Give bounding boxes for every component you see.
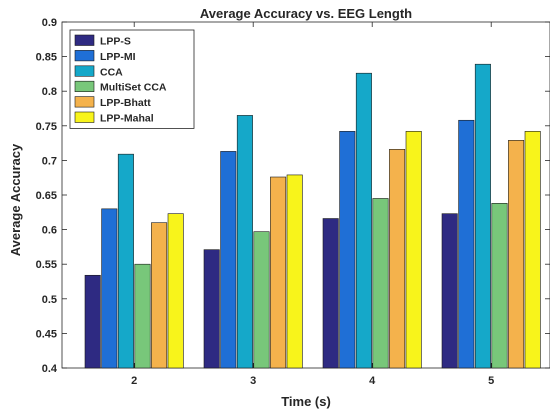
x-tick-label: 2 [131,375,137,387]
bar-multiset-cca-3 [253,231,270,369]
y-tick-label: 0.8 [42,86,57,98]
bar-cca-2 [117,153,134,369]
bar-multiset-cca-5 [491,203,508,369]
bar-lpp-s-3 [203,249,220,369]
bar-lpp-mi-2 [101,208,118,369]
y-tick-label: 0.45 [36,328,57,340]
legend-label: LPP-Mahal [100,113,154,125]
legend-swatch [74,80,95,92]
bar-lpp-bhatt-2 [151,222,168,369]
bar-lpp-mi-3 [220,151,237,369]
y-tick-label: 0.7 [42,155,57,167]
bar-lpp-bhatt-4 [389,149,406,369]
plot-area: 0.4 0.45 0.5 0.55 0.6 0.65 0.7 0.75 0.8 0.85 0.9 2 3… [36,17,550,387]
bar-lpp-mi-4 [339,131,356,369]
x-tick-label: 4 [369,375,376,387]
y-tick-label: 0.6 [42,225,57,237]
bar-lpp-mahal-2 [167,213,184,369]
bar-lpp-bhatt-3 [270,176,287,369]
legend-swatch [74,50,95,62]
y-tick-label: 0.5 [42,294,57,306]
x-tick-label: 3 [250,375,256,387]
bar-lpp-s-5 [441,213,458,369]
y-axis-label: Average Accuracy [8,143,23,256]
x-axis-label: Time (s) [281,394,331,409]
y-tick-label: 0.9 [42,17,57,29]
legend-swatch [74,96,95,108]
bar-lpp-s-4 [322,218,339,369]
x-tick-label: 5 [488,375,494,387]
y-tick-label: 0.85 [36,52,57,64]
legend-label: LPP-S [100,36,131,48]
bar-multiset-cca-2 [134,263,151,369]
bar-lpp-bhatt-5 [508,140,525,369]
legend-label: MultiSet CCA [100,82,167,94]
legend-label: CCA [100,66,123,78]
bar-lpp-mi-5 [458,119,475,369]
chart-title: Average Accuracy vs. EEG Length [200,6,412,21]
y-tick-label: 0.75 [36,121,57,133]
legend-swatch [74,34,95,46]
legend-label: LPP-MI [100,51,136,63]
legend-label: LPP-Bhatt [100,97,151,109]
bar-cca-5 [474,63,491,369]
bar-lpp-s-2 [84,274,101,369]
bar-cca-4 [355,72,372,369]
bar-cca-3 [236,115,253,369]
bar-lpp-mahal-4 [405,131,422,369]
bar-lpp-mahal-3 [286,174,303,369]
bar-multiset-cca-4 [372,198,389,369]
y-tick-label: 0.4 [42,363,58,375]
legend-swatch [74,65,95,77]
y-tick-label: 0.65 [36,190,57,202]
y-tick-label: 0.55 [36,259,57,271]
bar-lpp-mahal-5 [524,131,541,369]
legend-swatch [74,111,95,123]
